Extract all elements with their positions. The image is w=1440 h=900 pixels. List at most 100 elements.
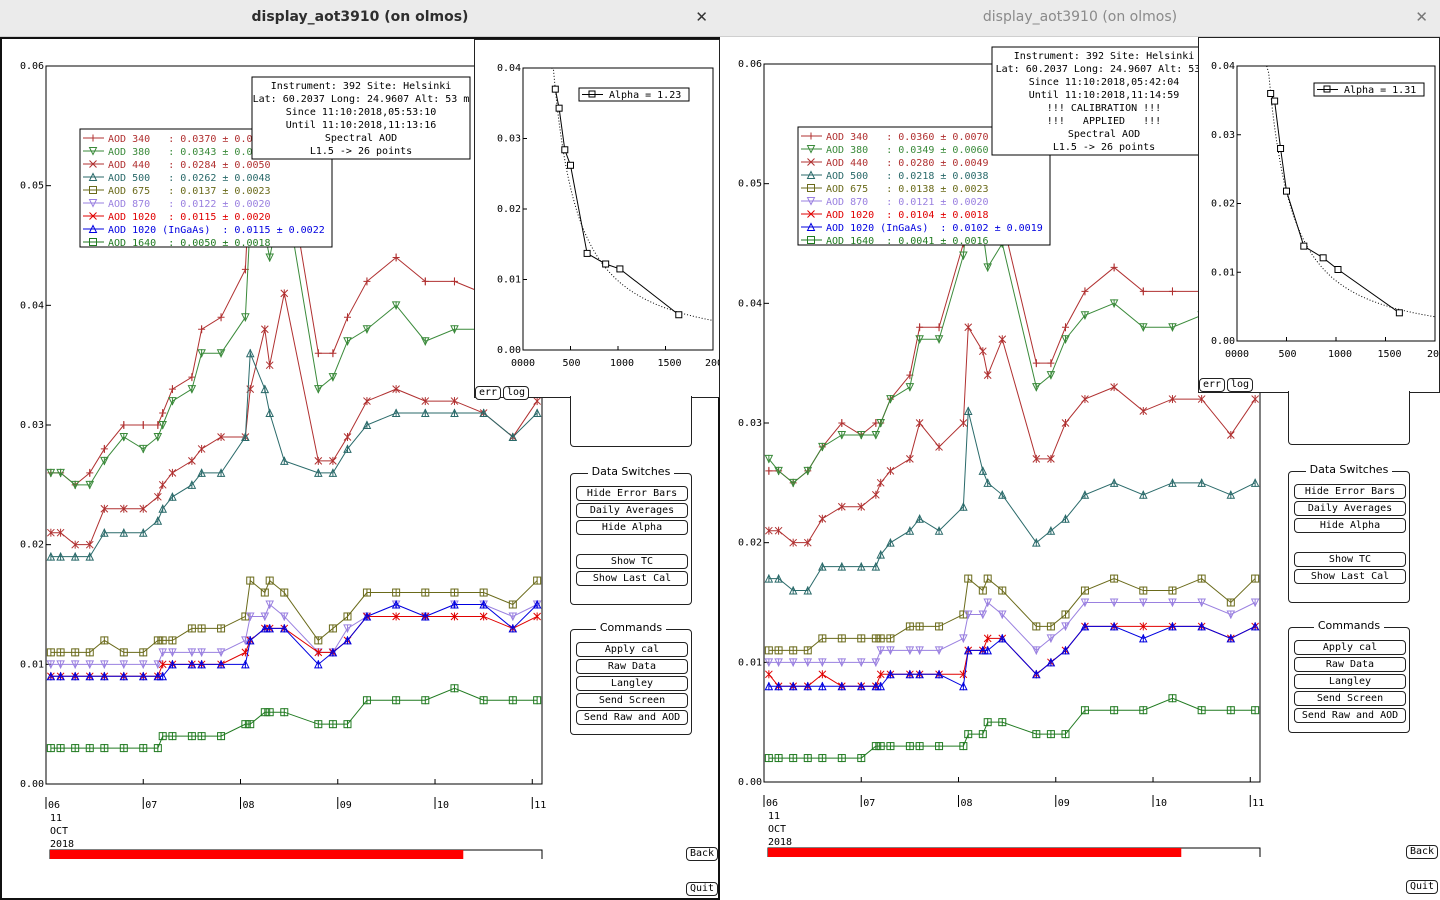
blank-panel: [570, 396, 692, 447]
data-point: [363, 397, 371, 405]
close-icon[interactable]: ✕: [1415, 8, 1428, 26]
data-point: [1251, 574, 1260, 583]
send-raw-and-aod-button[interactable]: Send Raw and AOD: [1294, 708, 1406, 723]
show-tc-button[interactable]: Show TC: [576, 554, 688, 569]
data-point: [997, 633, 1007, 643]
data-switches-title: Data Switches: [587, 465, 675, 478]
data-point: [197, 732, 206, 741]
y-tick-label: 0.00: [738, 777, 762, 788]
data-point: [1251, 706, 1260, 715]
data-point: [197, 624, 206, 633]
raw-data-button[interactable]: Raw Data: [576, 659, 688, 674]
send-screen-button[interactable]: Send Screen: [576, 693, 688, 708]
data-point: [1250, 598, 1260, 608]
langley-button[interactable]: Langley: [576, 676, 688, 691]
data-point: [86, 469, 94, 477]
data-point: [803, 681, 813, 691]
legend-marker: [807, 236, 815, 244]
data-point: [265, 408, 274, 418]
data-point: [314, 636, 323, 645]
data-point: [362, 325, 372, 334]
back-button[interactable]: Back: [1406, 845, 1439, 859]
data-point: [803, 538, 812, 547]
data-point: [856, 561, 866, 571]
err-button[interactable]: err: [475, 386, 502, 400]
alpha-line: [554, 89, 680, 316]
show-tc-button[interactable]: Show TC: [1294, 552, 1406, 567]
data-point: [1046, 657, 1056, 667]
data-point: [764, 681, 774, 691]
data-point: [876, 681, 886, 691]
data-point: [774, 646, 783, 655]
data-point: [187, 480, 197, 489]
quit-button[interactable]: Quit: [1406, 880, 1439, 894]
err-button[interactable]: err: [1199, 378, 1226, 392]
data-point: [56, 660, 65, 669]
log-button[interactable]: log: [1227, 378, 1254, 392]
show-last-cal-button[interactable]: Show Last Cal: [1294, 569, 1406, 584]
data-point: [279, 623, 289, 633]
data-point: [71, 648, 80, 657]
show-last-cal-button[interactable]: Show Last Cal: [576, 571, 688, 586]
data-point: [886, 646, 895, 655]
data-point: [70, 480, 80, 490]
data-point: [1032, 455, 1041, 463]
data-point: [532, 408, 542, 418]
data-point: [871, 658, 881, 667]
inset-y-tick-label: 0.00: [1211, 336, 1235, 347]
log-button[interactable]: log: [503, 386, 530, 400]
hide-error-bars-button[interactable]: Hide Error Bars: [1294, 484, 1406, 499]
data-point: [241, 636, 250, 646]
data-point: [100, 528, 109, 537]
send-raw-and-aod-button[interactable]: Send Raw and AOD: [576, 710, 688, 725]
close-icon[interactable]: ✕: [695, 8, 708, 26]
data-point: [998, 335, 1007, 344]
series-line: [50, 687, 538, 749]
data-point: [959, 634, 968, 644]
series-aod-1020-ingaas-: [46, 599, 542, 681]
raw-data-button[interactable]: Raw Data: [1294, 657, 1406, 672]
data-point: [857, 502, 866, 511]
quit-button[interactable]: Quit: [686, 882, 719, 896]
data-point: [803, 646, 812, 655]
data-point: [803, 585, 813, 595]
daily-averages-button[interactable]: Daily Averages: [576, 503, 688, 518]
data-point: [168, 732, 177, 741]
daily-averages-button[interactable]: Daily Averages: [1294, 501, 1406, 516]
data-point: [764, 573, 774, 583]
series-line: [768, 697, 1256, 759]
y-tick-label: 0.04: [20, 300, 44, 311]
langley-button[interactable]: Langley: [1294, 674, 1406, 689]
title-bar[interactable]: display_aot3910 (on olmos) ✕: [0, 0, 720, 37]
data-point: [983, 598, 992, 608]
data-point: [314, 659, 323, 669]
blank-panel: [1288, 391, 1410, 445]
apply-cal-button[interactable]: Apply cal: [576, 642, 688, 657]
data-point: [1197, 574, 1206, 583]
data-point: [216, 659, 226, 669]
hide-alpha-button[interactable]: Hide Alpha: [1294, 518, 1406, 533]
series-line: [768, 410, 1256, 592]
data-point: [314, 349, 322, 357]
apply-cal-button[interactable]: Apply cal: [1294, 640, 1406, 655]
data-point: [1032, 622, 1041, 631]
send-screen-button[interactable]: Send Screen: [1294, 691, 1406, 706]
data-point: [1046, 634, 1056, 644]
alpha-point: [675, 311, 683, 319]
data-point: [934, 335, 944, 344]
data-point: [1226, 431, 1235, 439]
series-line: [50, 579, 538, 653]
data-point: [818, 442, 827, 452]
data-point: [197, 648, 206, 657]
info-line: L1.5 -> 26 points: [1053, 142, 1155, 153]
hide-alpha-button[interactable]: Hide Alpha: [576, 520, 688, 535]
data-point: [1168, 395, 1177, 403]
data-point: [818, 658, 827, 667]
hide-error-bars-button[interactable]: Hide Error Bars: [576, 486, 688, 501]
data-point: [46, 660, 56, 669]
data-point: [153, 636, 162, 645]
back-button[interactable]: Back: [686, 847, 719, 861]
title-bar[interactable]: display_aot3910 (on olmos) ✕: [720, 0, 1440, 37]
data-point: [935, 622, 944, 631]
data-point: [187, 385, 197, 394]
